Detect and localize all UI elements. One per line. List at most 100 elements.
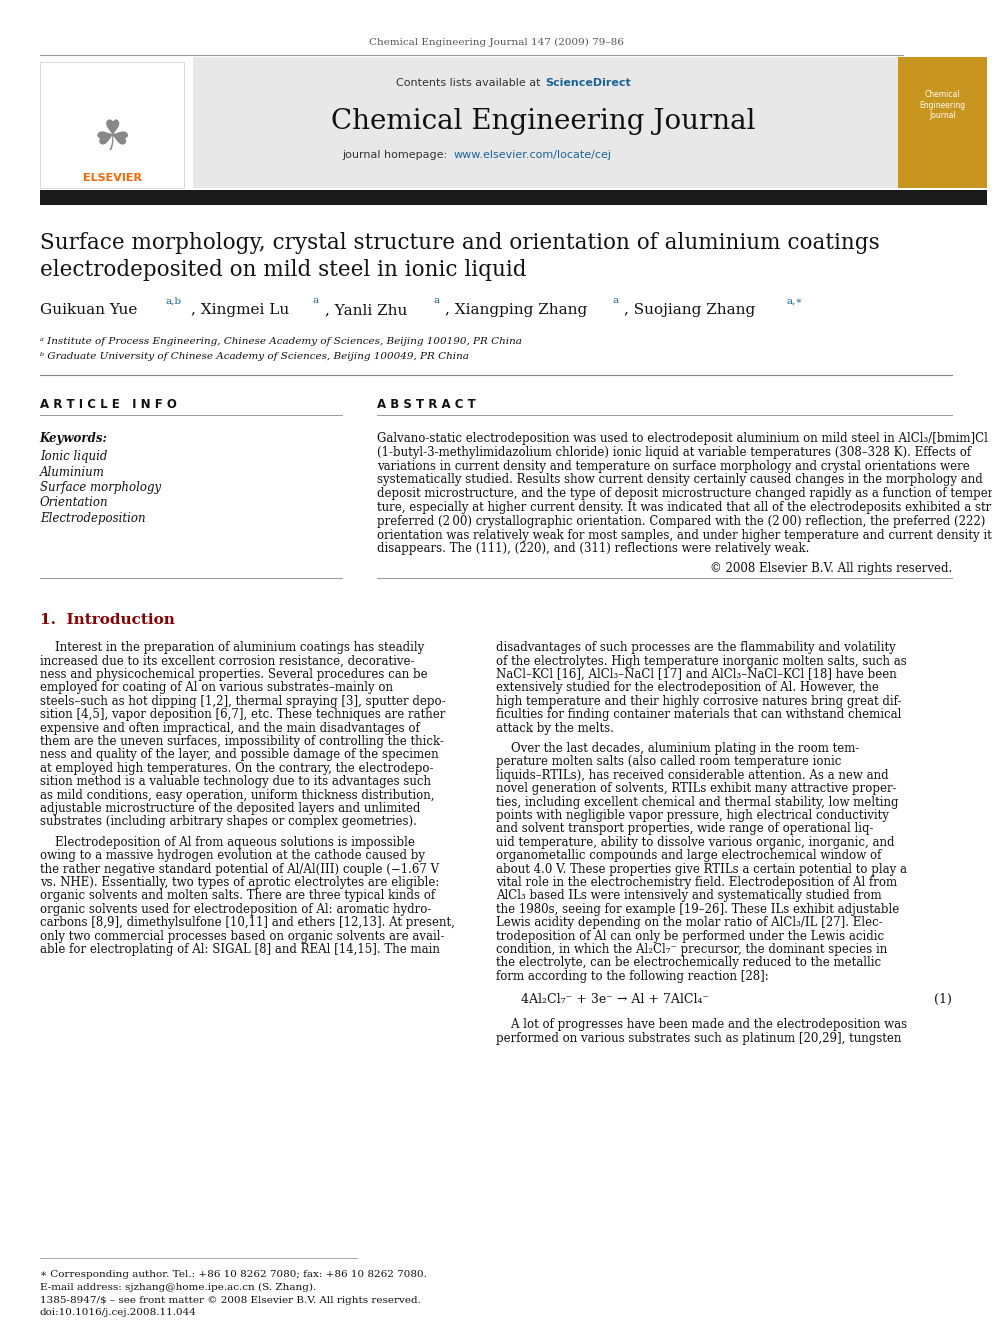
Text: them are the uneven surfaces, impossibility of controlling the thick-: them are the uneven surfaces, impossibil…	[40, 736, 443, 747]
Text: Electrodeposition of Al from aqueous solutions is impossible: Electrodeposition of Al from aqueous sol…	[40, 836, 415, 849]
Text: Lewis acidity depending on the molar ratio of AlCl₃/IL [27]. Elec-: Lewis acidity depending on the molar rat…	[496, 917, 883, 929]
Text: ELSEVIER: ELSEVIER	[82, 173, 142, 183]
Text: expensive and often impractical, and the main disadvantages of: expensive and often impractical, and the…	[40, 721, 420, 734]
Text: (1-butyl-3-methylimidazolium chloride) ionic liquid at variable temperatures (30: (1-butyl-3-methylimidazolium chloride) i…	[377, 446, 971, 459]
Text: Surface morphology: Surface morphology	[40, 482, 161, 493]
Text: Orientation: Orientation	[40, 496, 108, 509]
Text: Guikuan Yue: Guikuan Yue	[40, 303, 137, 318]
Text: organometallic compounds and large electrochemical window of: organometallic compounds and large elect…	[496, 849, 881, 863]
Text: A R T I C L E   I N F O: A R T I C L E I N F O	[40, 398, 177, 411]
Text: Electrodeposition: Electrodeposition	[40, 512, 145, 525]
Text: at employed high temperatures. On the contrary, the electrodepo-: at employed high temperatures. On the co…	[40, 762, 434, 775]
Text: Interest in the preparation of aluminium coatings has steadily: Interest in the preparation of aluminium…	[40, 642, 424, 654]
Text: liquids–RTILs), has received considerable attention. As a new and: liquids–RTILs), has received considerabl…	[496, 769, 889, 782]
Text: performed on various substrates such as platinum [20,29], tungsten: performed on various substrates such as …	[496, 1032, 902, 1045]
Text: Keywords:: Keywords:	[40, 433, 107, 445]
Text: high temperature and their highly corrosive natures bring great dif-: high temperature and their highly corros…	[496, 695, 902, 708]
Text: , Yanli Zhu: , Yanli Zhu	[325, 303, 408, 318]
Text: extensively studied for the electrodeposition of Al. However, the: extensively studied for the electrodepos…	[496, 681, 879, 695]
Bar	[193, 57, 898, 188]
Text: ᵃ Institute of Process Engineering, Chinese Academy of Sciences, Beijing 100190,: ᵃ Institute of Process Engineering, Chin…	[40, 337, 522, 347]
Text: , Suojiang Zhang: , Suojiang Zhang	[624, 303, 755, 318]
Text: 1385-8947/$ – see front matter © 2008 Elsevier B.V. All rights reserved.: 1385-8947/$ – see front matter © 2008 El…	[40, 1297, 421, 1304]
Text: (1): (1)	[934, 994, 952, 1007]
Text: organic solvents and molten salts. There are three typical kinds of: organic solvents and molten salts. There…	[40, 889, 434, 902]
Text: able for electroplating of Al: SIGAL [8] and REAl [14,15]. The main: able for electroplating of Al: SIGAL [8]…	[40, 943, 439, 957]
Text: substrates (including arbitrary shapes or complex geometries).: substrates (including arbitrary shapes o…	[40, 815, 417, 828]
Text: 4Al₂Cl₇⁻ + 3e⁻ → Al + 7AlCl₄⁻: 4Al₂Cl₇⁻ + 3e⁻ → Al + 7AlCl₄⁻	[521, 994, 709, 1007]
Text: ∗ Corresponding author. Tel.: +86 10 8262 7080; fax: +86 10 8262 7080.: ∗ Corresponding author. Tel.: +86 10 826…	[40, 1270, 427, 1279]
Text: and solvent transport properties, wide range of operational liq-: and solvent transport properties, wide r…	[496, 823, 874, 835]
Text: orientation was relatively weak for most samples, and under higher temperature a: orientation was relatively weak for most…	[377, 529, 992, 541]
Text: Surface morphology, crystal structure and orientation of aluminium coatings
elec: Surface morphology, crystal structure an…	[40, 232, 880, 280]
Text: ᵇ Graduate University of Chinese Academy of Sciences, Beijing 100049, PR China: ᵇ Graduate University of Chinese Academy…	[40, 352, 468, 361]
Text: systematically studied. Results show current density certainly caused changes in: systematically studied. Results show cur…	[377, 474, 983, 487]
Text: owing to a massive hydrogen evolution at the cathode caused by: owing to a massive hydrogen evolution at…	[40, 849, 425, 863]
Text: carbons [8,9], dimethylsulfone [10,11] and ethers [12,13]. At present,: carbons [8,9], dimethylsulfone [10,11] a…	[40, 917, 454, 929]
Text: variations in current density and temperature on surface morphology and crystal : variations in current density and temper…	[377, 459, 970, 472]
Text: Ionic liquid: Ionic liquid	[40, 450, 107, 463]
Text: sition [4,5], vapor deposition [6,7], etc. These techniques are rather: sition [4,5], vapor deposition [6,7], et…	[40, 708, 445, 721]
Text: ficulties for finding container materials that can withstand chemical: ficulties for finding container material…	[496, 708, 902, 721]
Text: AlCl₃ based ILs were intensively and systematically studied from: AlCl₃ based ILs were intensively and sys…	[496, 889, 882, 902]
Text: steels–such as hot dipping [1,2], thermal spraying [3], sputter depo-: steels–such as hot dipping [1,2], therma…	[40, 695, 445, 708]
Text: deposit microstructure, and the type of deposit microstructure changed rapidly a: deposit microstructure, and the type of …	[377, 487, 992, 500]
Text: of the electrolytes. High temperature inorganic molten salts, such as: of the electrolytes. High temperature in…	[496, 655, 907, 668]
Bar	[40, 191, 987, 205]
Text: doi:10.1016/j.cej.2008.11.044: doi:10.1016/j.cej.2008.11.044	[40, 1308, 196, 1316]
Text: ScienceDirect: ScienceDirect	[546, 78, 631, 89]
Text: trodeposition of Al can only be performed under the Lewis acidic: trodeposition of Al can only be performe…	[496, 930, 884, 942]
Text: , Xingmei Lu: , Xingmei Lu	[191, 303, 290, 318]
Text: Chemical Engineering Journal 147 (2009) 79–86: Chemical Engineering Journal 147 (2009) …	[369, 38, 623, 48]
Text: ness and quality of the layer, and possible damage of the specimen: ness and quality of the layer, and possi…	[40, 749, 438, 762]
Text: NaCl–KCl [16], AlCl₃–NaCl [17] and AlCl₃–NaCl–KCl [18] have been: NaCl–KCl [16], AlCl₃–NaCl [17] and AlCl₃…	[496, 668, 897, 681]
Text: disadvantages of such processes are the flammability and volatility: disadvantages of such processes are the …	[496, 642, 896, 654]
Text: a: a	[434, 296, 439, 306]
Text: condition, in which the Al₂Cl₇⁻ precursor, the dominant species in: condition, in which the Al₂Cl₇⁻ precurso…	[496, 943, 887, 957]
Text: a: a	[312, 296, 318, 306]
Text: employed for coating of Al on various substrates–mainly on: employed for coating of Al on various su…	[40, 681, 393, 695]
Text: ness and physicochemical properties. Several procedures can be: ness and physicochemical properties. Sev…	[40, 668, 428, 681]
Text: adjustable microstructure of the deposited layers and unlimited: adjustable microstructure of the deposit…	[40, 802, 420, 815]
Text: the electrolyte, can be electrochemically reduced to the metallic: the electrolyte, can be electrochemicall…	[496, 957, 881, 970]
Text: , Xiangping Zhang: , Xiangping Zhang	[445, 303, 587, 318]
Text: Over the last decades, aluminium plating in the room tem-: Over the last decades, aluminium plating…	[496, 742, 859, 755]
Bar	[898, 57, 987, 188]
Text: vs. NHE). Essentially, two types of aprotic electrolytes are eligible:: vs. NHE). Essentially, two types of apro…	[40, 876, 439, 889]
Text: ☘: ☘	[93, 116, 131, 159]
Text: preferred (2 00) crystallographic orientation. Compared with the (2 00) reflecti: preferred (2 00) crystallographic orient…	[377, 515, 985, 528]
Text: the 1980s, seeing for example [19–26]. These ILs exhibit adjustable: the 1980s, seeing for example [19–26]. T…	[496, 902, 900, 916]
Text: the rather negative standard potential of Al/Al(III) couple (−1.67 V: the rather negative standard potential o…	[40, 863, 438, 876]
Text: novel generation of solvents, RTILs exhibit many attractive proper-: novel generation of solvents, RTILs exhi…	[496, 782, 897, 795]
Text: uid temperature, ability to dissolve various organic, inorganic, and: uid temperature, ability to dissolve var…	[496, 836, 895, 849]
Text: Chemical
Engineering
Journal: Chemical Engineering Journal	[920, 90, 965, 120]
Text: A B S T R A C T: A B S T R A C T	[377, 398, 476, 411]
Bar	[40, 62, 184, 188]
Text: ties, including excellent chemical and thermal stability, low melting: ties, including excellent chemical and t…	[496, 795, 899, 808]
Text: attack by the melts.: attack by the melts.	[496, 721, 614, 734]
Text: ture, especially at higher current density. It was indicated that all of the ele: ture, especially at higher current densi…	[377, 501, 992, 515]
Text: points with negligible vapor pressure, high electrical conductivity: points with negligible vapor pressure, h…	[496, 808, 889, 822]
Text: Aluminium: Aluminium	[40, 466, 104, 479]
Text: E-mail address: sjzhang@home.ipe.ac.cn (S. Zhang).: E-mail address: sjzhang@home.ipe.ac.cn (…	[40, 1283, 315, 1293]
Text: Chemical Engineering Journal: Chemical Engineering Journal	[331, 108, 756, 135]
Text: journal homepage:: journal homepage:	[342, 149, 451, 160]
Text: organic solvents used for electrodeposition of Al: aromatic hydro-: organic solvents used for electrodeposit…	[40, 902, 432, 916]
Text: Galvano-static electrodeposition was used to electrodeposit aluminium on mild st: Galvano-static electrodeposition was use…	[377, 433, 988, 445]
Text: form according to the following reaction [28]:: form according to the following reaction…	[496, 970, 769, 983]
Text: only two commercial processes based on organic solvents are avail-: only two commercial processes based on o…	[40, 930, 444, 942]
Text: a: a	[612, 296, 618, 306]
Text: © 2008 Elsevier B.V. All rights reserved.: © 2008 Elsevier B.V. All rights reserved…	[710, 562, 952, 576]
Text: perature molten salts (also called room temperature ionic: perature molten salts (also called room …	[496, 755, 841, 769]
Text: vital role in the electrochemistry field. Electrodeposition of Al from: vital role in the electrochemistry field…	[496, 876, 897, 889]
Text: a,∗: a,∗	[787, 296, 804, 306]
Text: sition method is a valuable technology due to its advantages such: sition method is a valuable technology d…	[40, 775, 431, 789]
Text: about 4.0 V. These properties give RTILs a certain potential to play a: about 4.0 V. These properties give RTILs…	[496, 863, 907, 876]
Text: as mild conditions, easy operation, uniform thickness distribution,: as mild conditions, easy operation, unif…	[40, 789, 434, 802]
Text: www.elsevier.com/locate/cej: www.elsevier.com/locate/cej	[453, 149, 611, 160]
Text: disappears. The (111), (220), and (311) reflections were relatively weak.: disappears. The (111), (220), and (311) …	[377, 542, 809, 556]
Text: 1.  Introduction: 1. Introduction	[40, 613, 175, 627]
Text: A lot of progresses have been made and the electrodeposition was: A lot of progresses have been made and t…	[496, 1019, 907, 1031]
Text: increased due to its excellent corrosion resistance, decorative-: increased due to its excellent corrosion…	[40, 655, 415, 668]
Text: a,b: a,b	[166, 296, 182, 306]
